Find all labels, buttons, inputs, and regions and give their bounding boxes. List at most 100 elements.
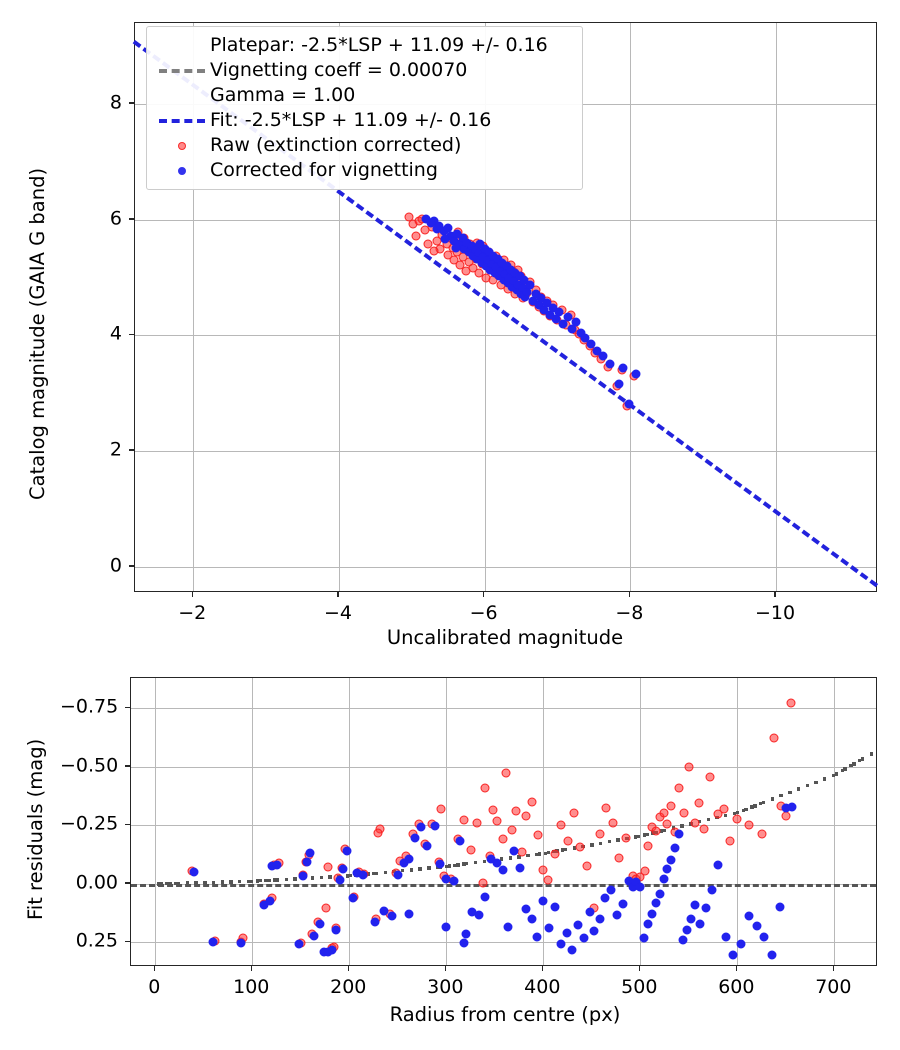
scatter-point-corrected	[536, 293, 546, 303]
scatter-point-corrected	[305, 848, 315, 858]
vignetting-curve-dot	[371, 871, 376, 876]
vignetting-curve-dot	[680, 824, 684, 828]
scatter-point-corrected	[298, 871, 308, 881]
y-tick-mark	[125, 765, 130, 767]
vignetting-curve-dot	[779, 794, 783, 798]
scatter-point-corrected	[651, 898, 661, 908]
vignetting-curve-dot	[607, 839, 612, 844]
scatter-point-raw	[699, 824, 709, 834]
scatter-point-raw	[533, 830, 543, 840]
vignetting-curve-dot	[465, 862, 469, 866]
scatter-point-corrected	[624, 399, 634, 409]
scatter-point-corrected	[189, 867, 199, 877]
vignetting-curve-dot	[211, 880, 216, 885]
vignetting-curve-dot	[238, 879, 242, 884]
scatter-point-corrected	[605, 359, 615, 369]
vignetting-curve-dot	[383, 870, 387, 875]
legend-entry: Raw (extinction corrected)	[154, 133, 573, 158]
y-tick-label: −0.75	[60, 695, 119, 718]
scatter-point-raw	[538, 865, 548, 875]
x-tick-mark	[337, 592, 339, 597]
scatter-point-corrected	[728, 950, 738, 960]
scatter-point-corrected	[435, 859, 445, 869]
vignetting-curve-dot	[517, 855, 521, 859]
y-tick-mark	[129, 565, 134, 567]
gridline-horizontal	[131, 708, 876, 709]
gridline-horizontal	[135, 567, 876, 568]
x-tick-label: 500	[621, 976, 658, 998]
scatter-point-corrected	[548, 303, 558, 313]
vignetting-curve-dot	[732, 811, 737, 816]
vignetting-curve-dot	[770, 797, 775, 801]
scatter-point-corrected	[550, 902, 560, 912]
vignetting-curve-dot	[642, 833, 646, 837]
scatter-point-corrected	[459, 938, 469, 948]
x-tick-label: 100	[233, 976, 270, 998]
legend-entry: Vignetting coeff = 0.00070	[154, 58, 573, 83]
scatter-point-raw	[472, 818, 482, 828]
scatter-point-corrected	[265, 896, 275, 906]
y-tick-mark	[129, 218, 134, 220]
scatter-point-corrected	[674, 829, 684, 839]
vignetting-curve-dot	[526, 853, 530, 858]
vignetting-curve-dot	[645, 832, 649, 837]
scatter-point-corrected	[480, 892, 490, 902]
scatter-point-raw	[666, 801, 676, 811]
scatter-point-corrected	[498, 865, 508, 875]
y-tick-label: 0	[109, 554, 122, 577]
scatter-point-corrected	[272, 860, 282, 870]
scatter-point-raw	[543, 875, 553, 885]
scatter-point-corrected	[635, 882, 645, 892]
gridline-vertical	[349, 678, 350, 965]
scatter-point-raw	[517, 847, 527, 857]
vignetting-curve-dot	[860, 757, 865, 761]
vignetting-curve-dot	[843, 767, 847, 771]
scatter-point-corrected	[643, 919, 653, 929]
x-tick-mark	[735, 966, 738, 971]
x-tick-mark	[628, 592, 631, 597]
scatter-point-corrected	[579, 933, 589, 943]
vignetting-curve-dot	[203, 880, 207, 885]
scatter-point-corrected	[666, 855, 676, 865]
gridline-vertical	[339, 23, 340, 591]
vignetting-curve-dot	[537, 852, 542, 856]
legend-red-marker-icon	[154, 141, 210, 150]
gridline-vertical	[485, 23, 486, 591]
y-tick-mark	[125, 706, 130, 709]
scatter-point-corrected	[532, 932, 542, 942]
y-tick-mark	[129, 102, 134, 104]
x-tick-label: 700	[815, 976, 852, 998]
vignetting-curve-dot	[814, 780, 818, 785]
vignetting-curve-dot	[345, 874, 350, 878]
gridline-horizontal	[131, 825, 876, 826]
x-tick-label: 200	[330, 976, 367, 998]
vignetting-curve-dot	[546, 851, 550, 855]
scatter-point-raw	[582, 861, 592, 871]
scatter-point-corrected	[580, 333, 590, 343]
x-tick-label: −6	[469, 602, 498, 624]
scatter-point-raw	[492, 816, 502, 826]
scatter-point-corrected	[662, 864, 672, 874]
x-tick-label: 400	[524, 976, 561, 998]
scatter-point-corrected	[331, 925, 341, 935]
scatter-point-corrected	[562, 928, 572, 938]
scatter-point-corrected	[682, 925, 692, 935]
vignetting-curve-dot	[633, 835, 638, 839]
scatter-point-raw	[521, 811, 531, 821]
vignetting-curve-dot	[293, 877, 297, 881]
scatter-point-corrected	[519, 275, 529, 285]
vignetting-curve-dot	[328, 875, 332, 879]
scatter-point-corrected	[563, 312, 573, 322]
vignetting-curve-dot	[753, 804, 757, 808]
scatter-point-corrected	[639, 933, 649, 943]
scatter-point-corrected	[259, 900, 269, 910]
scatter-point-corrected	[461, 929, 471, 939]
scatter-point-raw	[575, 842, 585, 852]
x-tick-mark	[191, 592, 194, 597]
scatter-point-corrected	[678, 935, 688, 945]
scatter-point-corrected	[404, 854, 414, 864]
x-tick-mark	[250, 966, 253, 971]
vignetting-curve-dot	[831, 773, 836, 778]
y-tick-label: 8	[109, 91, 122, 114]
scatter-point-corrected	[542, 298, 552, 308]
